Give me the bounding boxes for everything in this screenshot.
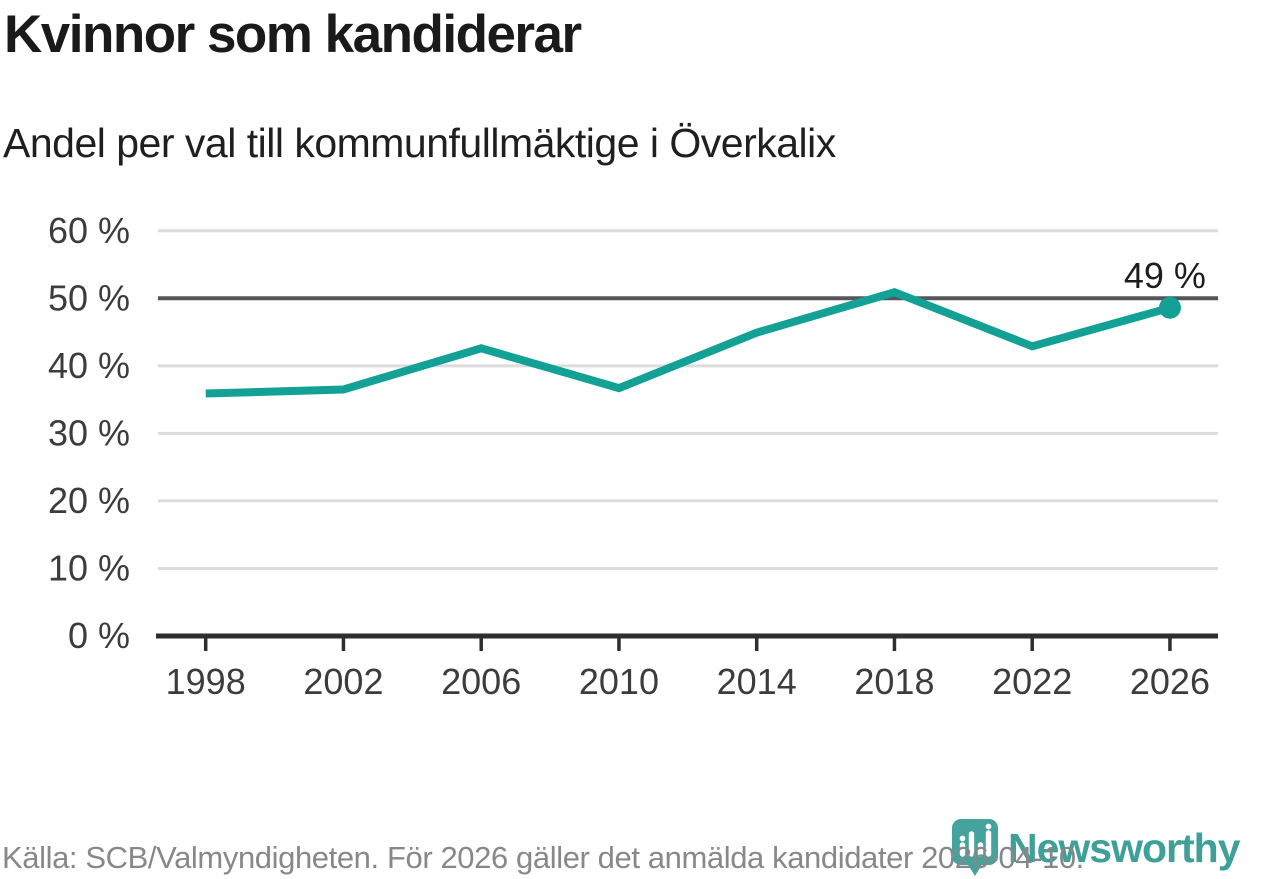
newsworthy-logo-text: Newsworthy [1008,824,1240,871]
x-axis-tick-label: 1998 [166,661,246,702]
x-axis-tick-label: 2018 [854,661,934,702]
y-axis-tick-label: 20 % [48,480,130,521]
newsworthy-logo: Newsworthy [952,819,1240,877]
y-axis-tick-label: 0 % [68,615,130,656]
x-axis-tick-label: 2022 [992,661,1072,702]
y-axis-tick-label: 10 % [48,547,130,588]
chart-subtitle: Andel per val till kommunfullmäktige i Ö… [3,120,836,166]
x-axis-tick-label: 2010 [579,661,659,702]
last-value-annotation: 49 % [1124,255,1206,296]
y-axis-tick-label: 60 % [48,210,130,251]
x-axis-tick-label: 2006 [441,661,521,702]
y-axis-tick-label: 30 % [48,412,130,453]
chart-title: Kvinnor som kandiderar [4,5,582,64]
source-note: Källa: SCB/Valmyndigheten. För 2026 gäll… [2,840,1084,875]
y-axis-tick-label: 40 % [48,345,130,386]
y-axis-tick-label: 50 % [48,277,130,318]
x-axis-tick-label: 2014 [717,661,797,702]
data-line [205,287,1172,398]
newsworthy-logo-icon [952,819,998,876]
x-axis-tick-label: 2026 [1130,661,1210,702]
end-point-marker [1158,296,1181,319]
x-axis-tick-label: 2002 [303,661,383,702]
